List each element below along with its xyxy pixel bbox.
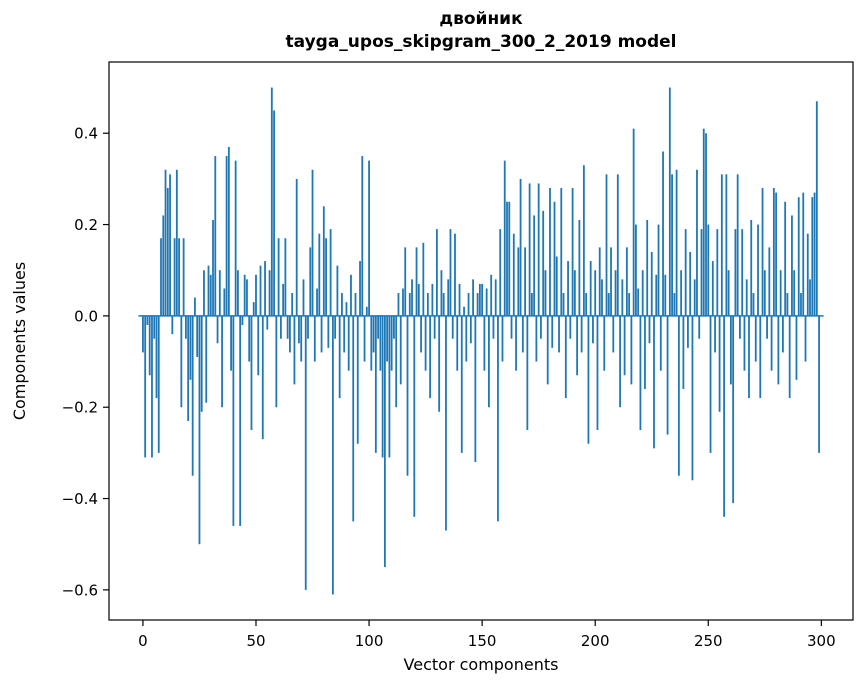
x-axis-label: Vector components bbox=[404, 655, 559, 674]
y-tick-label: 0.0 bbox=[74, 307, 98, 325]
chart-title-line2: tayga_upos_skipgram_300_2_2019 model bbox=[286, 32, 677, 52]
x-tick-label: 150 bbox=[468, 632, 497, 650]
x-tick-label: 200 bbox=[581, 632, 610, 650]
chart-title-line1: двойник bbox=[439, 9, 523, 29]
x-tick-label: 0 bbox=[138, 632, 148, 650]
y-tick-label: 0.2 bbox=[74, 216, 98, 234]
x-tick-label: 300 bbox=[807, 632, 836, 650]
x-tick-label: 250 bbox=[694, 632, 723, 650]
x-tick-label: 50 bbox=[246, 632, 265, 650]
axes-group: 0 50 100 150 200 250 300 −0.6 −0.4 −0.2 0.0 0.2 0.4 bbox=[62, 61, 854, 650]
y-axis-label: Components values bbox=[10, 262, 29, 420]
x-tick-label: 100 bbox=[355, 632, 384, 650]
y-tick-label: −0.4 bbox=[62, 490, 98, 508]
y-tick-label: −0.6 bbox=[62, 581, 98, 599]
bars-group bbox=[138, 87, 824, 595]
y-tick-label: −0.2 bbox=[62, 399, 98, 417]
y-tick-label: 0.4 bbox=[74, 125, 98, 143]
